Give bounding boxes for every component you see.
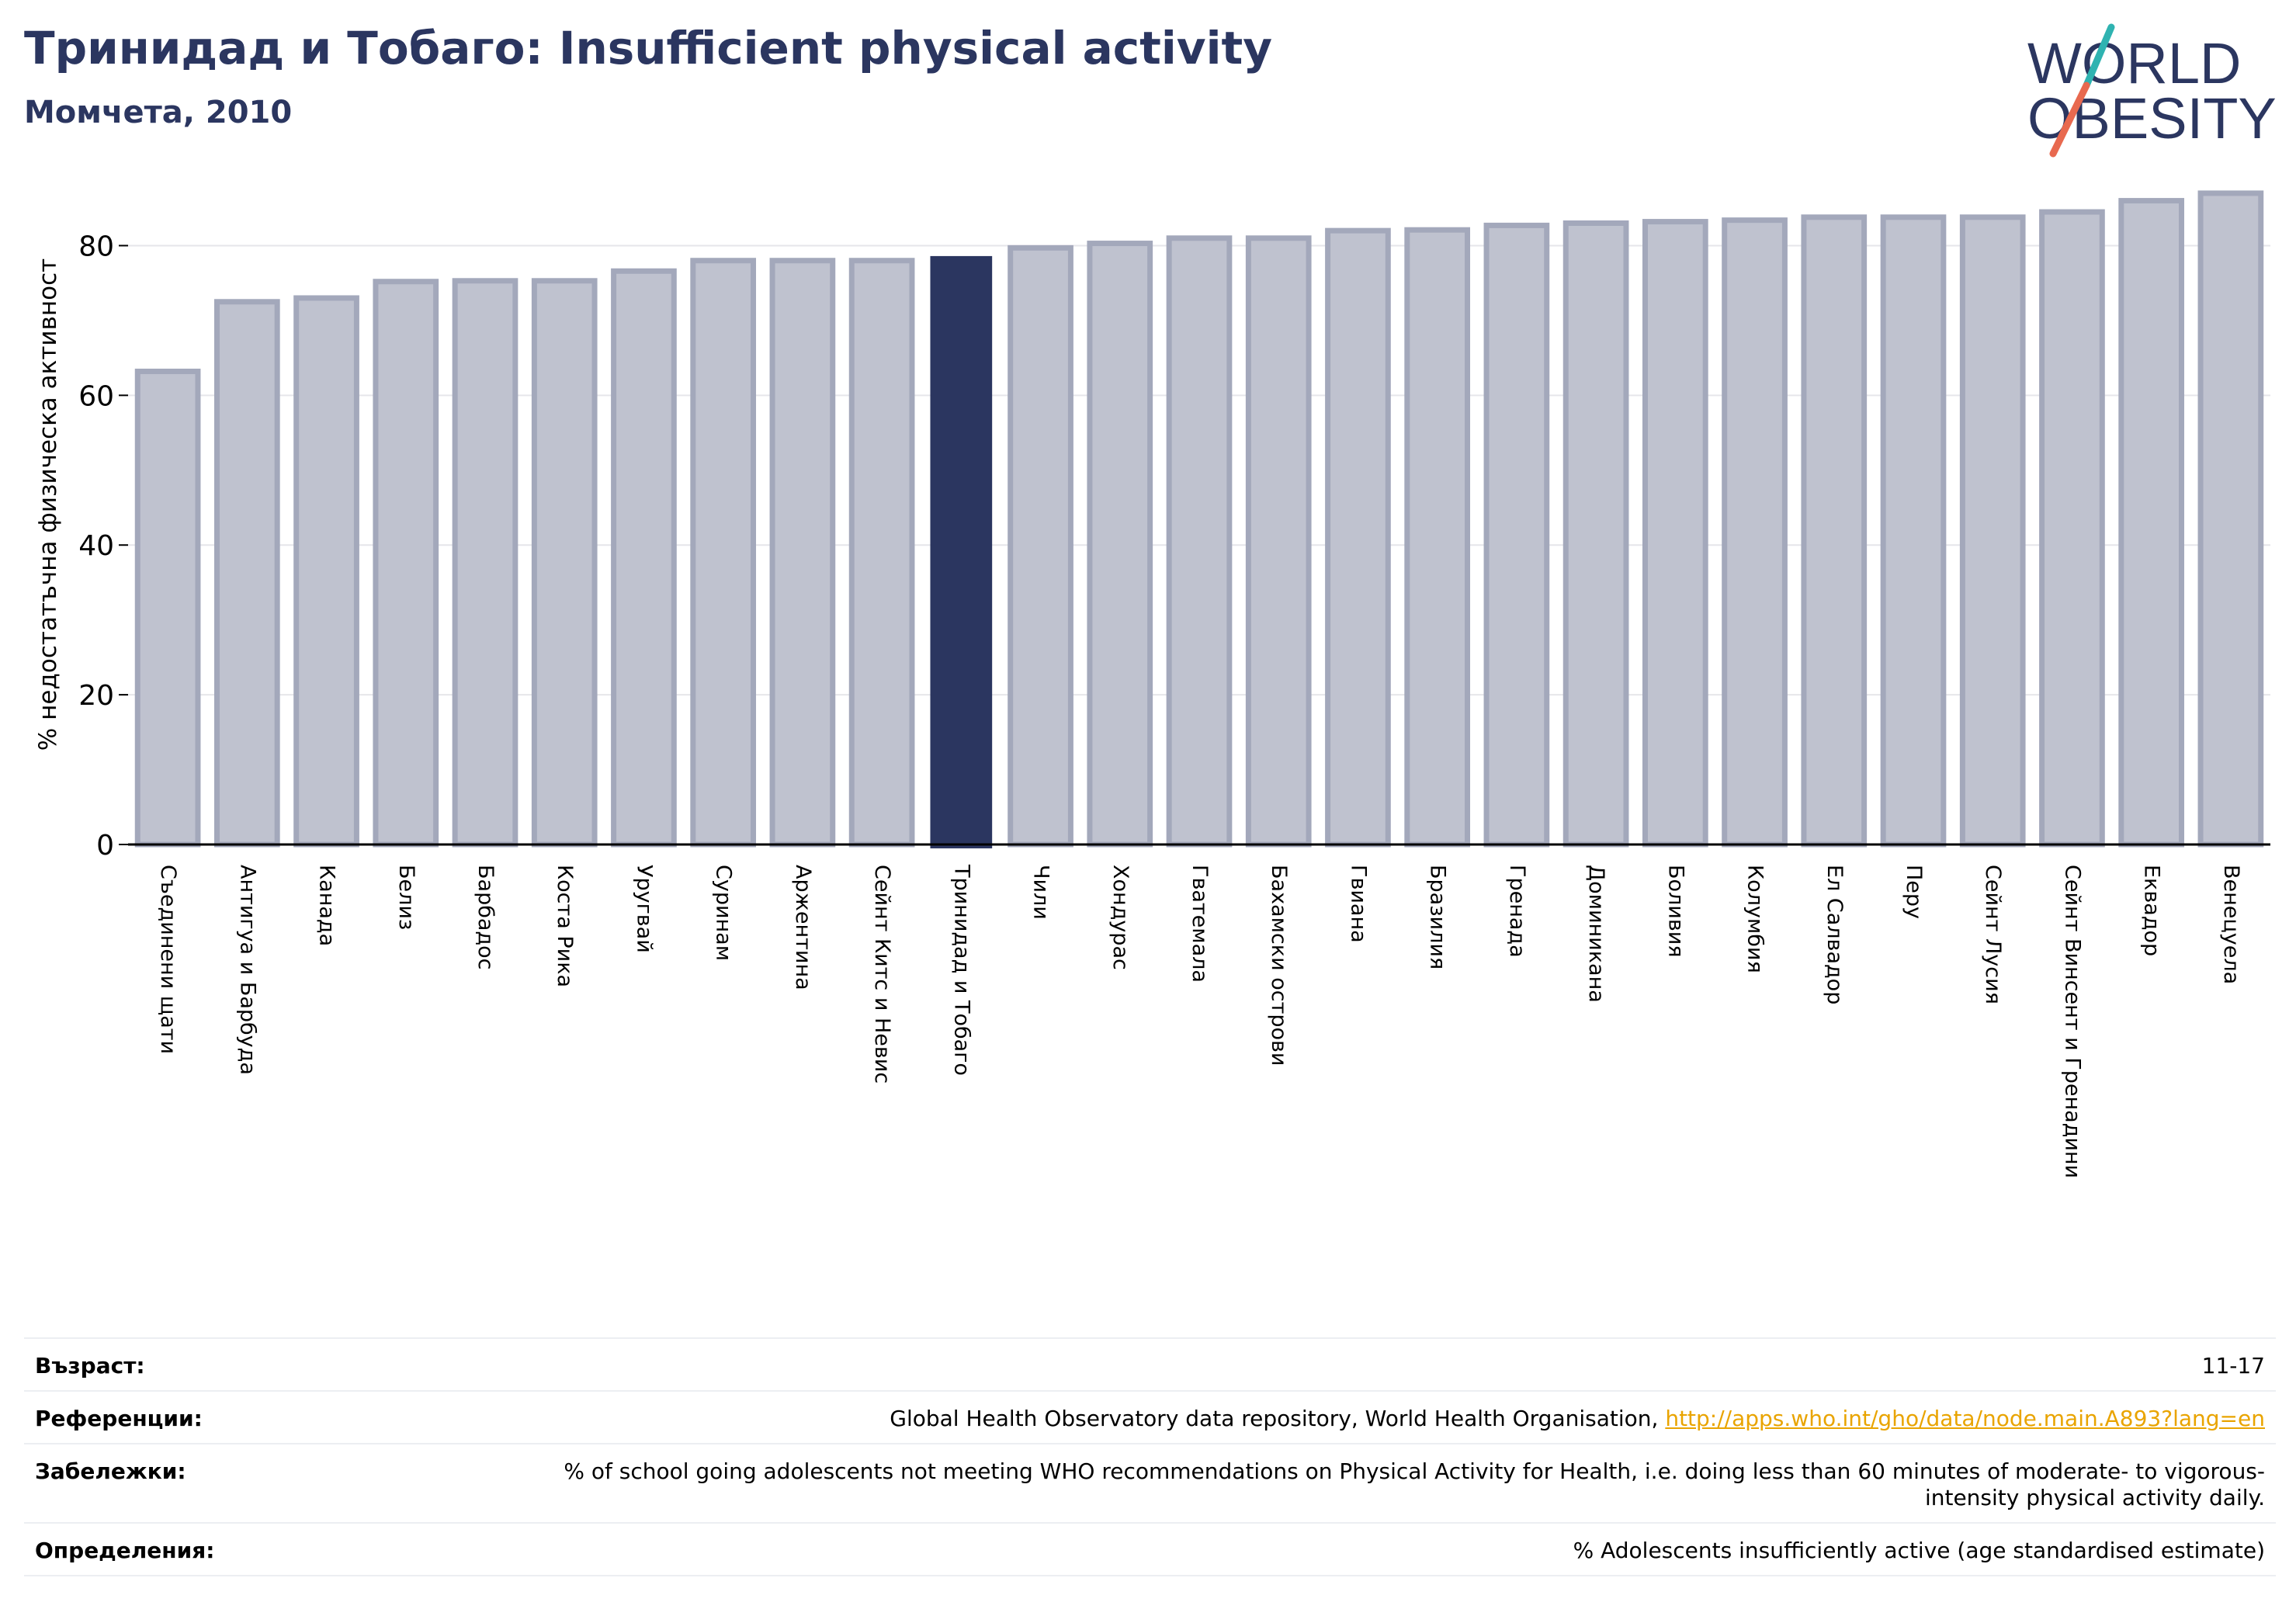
bar <box>1404 227 1471 848</box>
y-tick-label: 80 <box>78 231 114 262</box>
meta-ref-value: Global Health Observatory data repositor… <box>890 1406 2265 1432</box>
chart-subtitle: Момчета, 2010 <box>24 95 293 130</box>
meta-age-label: Възраст: <box>35 1353 145 1379</box>
x-tick-label: Барбадос <box>473 865 498 969</box>
y-tick-label: 20 <box>78 680 114 712</box>
x-tick-label: Гренада <box>1505 865 1529 958</box>
x-tick-label: Сейнт Китс и Невис <box>870 865 894 1084</box>
x-tick-label: Гвиана <box>1346 865 1370 943</box>
x-tick-label: Чили <box>1029 865 1053 920</box>
bar <box>1008 244 1073 848</box>
bar <box>769 258 836 848</box>
x-tick-label: Сейнт Лусия <box>1981 865 2005 1004</box>
logo-text-world: WORLD <box>2027 31 2241 95</box>
x-tick-label: Белиз <box>394 865 418 930</box>
logo-slash-coral <box>2049 81 2090 158</box>
bar <box>531 278 598 848</box>
bar <box>2118 198 2185 848</box>
x-tick-label: Канада <box>315 865 339 946</box>
meta-ref-link[interactable]: http://apps.who.int/gho/data/node.main.A… <box>1665 1406 2265 1431</box>
x-tick-label: Съединени щати <box>156 865 180 1054</box>
bar <box>848 258 915 848</box>
bar-chart: 0 20 40 60 80 Съединени щати Антигуа и Барбуд… <box>34 190 2270 1178</box>
bar <box>1880 214 1947 848</box>
world-obesity-logo: WORLD OBESITY <box>2027 23 2277 158</box>
x-tick-label: Колумбия <box>1743 865 1767 973</box>
x-tick-label: Еквадор <box>2140 865 2164 956</box>
y-tick-label: 0 <box>96 830 114 862</box>
meta-row-definitions: Определения: % Adolescents insufficientl… <box>24 1522 2276 1576</box>
x-tick-label: Тринидад и Тобаго <box>949 864 973 1076</box>
meta-row-references: Референции: Global Health Observatory da… <box>24 1390 2276 1443</box>
meta-notes-value: % of school going adolescents not meetin… <box>564 1458 2265 1510</box>
bar <box>1959 214 2026 848</box>
meta-row-notes: Забележки: % of school going adolescents… <box>24 1443 2276 1522</box>
x-tick-label: Уругвай <box>632 865 656 953</box>
bar <box>1087 241 1153 848</box>
bar <box>373 279 439 848</box>
x-tick-label: Перу <box>1902 865 1926 919</box>
bar <box>1245 235 1312 848</box>
bar <box>2039 209 2105 848</box>
axes: 0 20 40 60 80 <box>78 231 2270 862</box>
meta-ref-label: Референции: <box>35 1406 203 1431</box>
x-tick-label: Антигуа и Барбуда <box>235 865 259 1075</box>
meta-age-value: 11-17 <box>2201 1353 2265 1379</box>
meta-def-label: Определения: <box>35 1538 215 1563</box>
x-tick-label: Коста Рика <box>553 865 577 987</box>
x-tick-label: Ел Салвадор <box>1823 865 1847 1004</box>
bar <box>1642 219 1708 848</box>
y-tick-label: 40 <box>78 530 114 562</box>
bar <box>1562 220 1629 848</box>
metadata-table: Възраст: 11-17 Референции: Global Health… <box>24 1337 2276 1576</box>
bar <box>452 278 519 848</box>
meta-def-value: % Adolescents insufficiently active (age… <box>1573 1538 2265 1563</box>
bar <box>213 299 280 848</box>
bar <box>611 268 677 848</box>
x-tick-label: Венецуела <box>2219 865 2243 984</box>
bar <box>1483 222 1550 848</box>
x-tick-label: Бахамски острови <box>1267 865 1291 1066</box>
bar <box>690 258 757 848</box>
x-tick-label: Гватемала <box>1188 865 1212 983</box>
y-axis-label: % недостатъчна физическа активност <box>34 258 62 751</box>
x-tick-label: Хондурас <box>1108 865 1132 970</box>
meta-notes-label: Забележки: <box>35 1458 186 1484</box>
x-tick-label: Сейнт Винсент и Гренадини <box>2060 865 2084 1178</box>
bar <box>1325 227 1391 848</box>
x-tick-label: Боливия <box>1663 865 1687 958</box>
logo-slash-teal <box>2083 23 2115 89</box>
x-tick-label: Суринам <box>712 865 736 961</box>
bar <box>134 368 201 848</box>
chart-title: Тринидад и Тобаго: Insufficient physical… <box>24 22 1272 75</box>
bar <box>1166 235 1233 848</box>
bar <box>1801 214 1868 848</box>
bar <box>1722 217 1788 848</box>
x-tick-label: Бразилия <box>1426 865 1450 969</box>
category-labels: Съединени щати Антигуа и Барбуда Канада Бел… <box>156 864 2243 1178</box>
y-tick-label: 60 <box>78 380 114 412</box>
x-tick-label: Аржентина <box>791 865 815 990</box>
meta-row-age: Възраст: 11-17 <box>24 1337 2276 1390</box>
meta-ref-text: Global Health Observatory data repositor… <box>890 1406 1666 1431</box>
x-tick-label: Доминикана <box>1584 865 1608 1003</box>
bars <box>134 190 2264 848</box>
bar <box>293 295 359 848</box>
bar <box>2197 190 2264 848</box>
bar <box>930 255 993 848</box>
